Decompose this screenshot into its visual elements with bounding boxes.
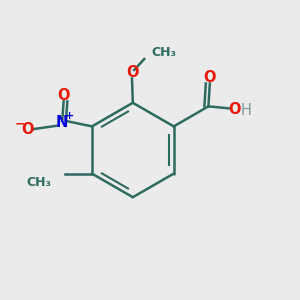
Text: N: N (56, 115, 68, 130)
Text: O: O (22, 122, 34, 137)
Text: O: O (127, 65, 139, 80)
Text: O: O (204, 70, 216, 85)
Text: CH₃: CH₃ (152, 46, 176, 59)
Text: O: O (57, 88, 70, 103)
Text: +: + (65, 111, 74, 121)
Text: O: O (228, 102, 240, 117)
Text: −: − (15, 118, 25, 131)
Text: H: H (240, 103, 251, 118)
Text: CH₃: CH₃ (26, 176, 51, 189)
